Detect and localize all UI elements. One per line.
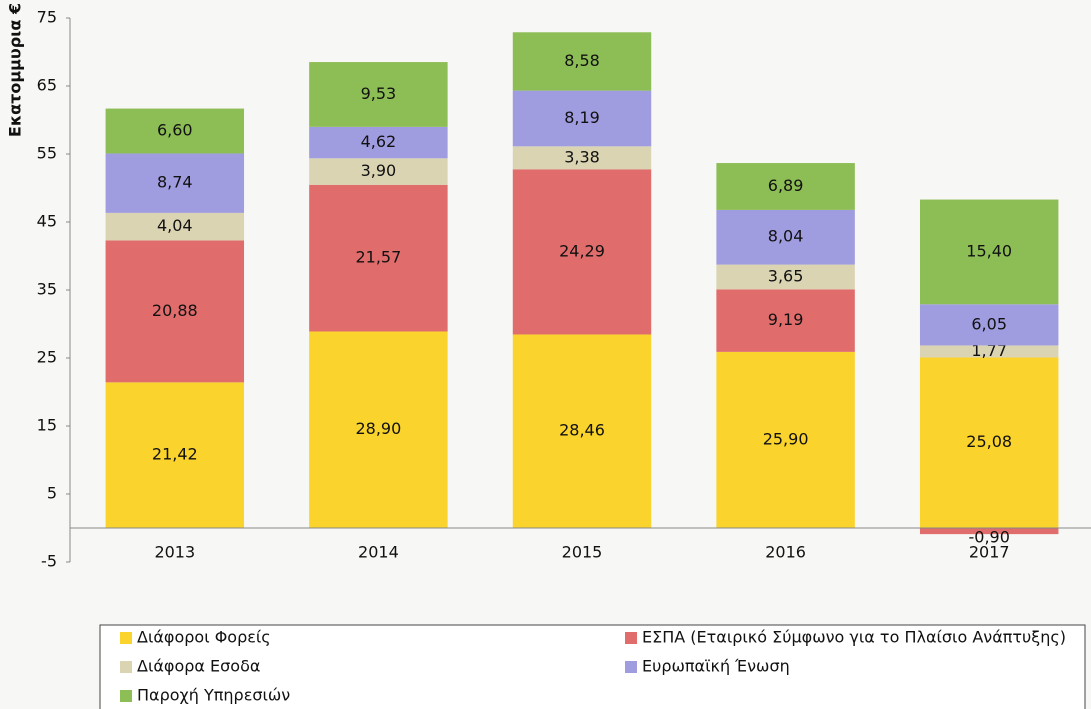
legend-swatch (120, 632, 132, 644)
value-label: 9,53 (361, 84, 397, 103)
value-label: 6,05 (971, 314, 1007, 333)
y-tick-label: 35 (37, 280, 57, 299)
value-label: 8,19 (564, 108, 600, 127)
value-label: 21,42 (152, 445, 198, 464)
legend-label: Παροχή Υπηρεσιών (137, 686, 290, 705)
y-tick-label: 5 (47, 484, 57, 503)
value-label: 3,65 (768, 266, 804, 285)
y-tick-label: 75 (37, 8, 57, 27)
value-label: 3,38 (564, 147, 600, 166)
value-label: 8,58 (564, 51, 600, 70)
value-label: 15,40 (966, 241, 1012, 260)
x-tick-label: 2016 (765, 543, 806, 562)
y-tick-label: 45 (37, 212, 57, 231)
legend-label: ΕΣΠΑ (Εταιρικό Σύμφωνο για το Πλαίσιο Αν… (642, 628, 1066, 647)
chart: Εκατομμυρια € -5 5 15 25 35 45 55 65 75 21,42 20,8… (0, 0, 1091, 709)
y-tick-label: 25 (37, 348, 57, 367)
legend-label: Διάφοροι Φορείς (137, 628, 271, 647)
value-label: 6,89 (768, 176, 804, 195)
value-label: 28,46 (559, 421, 605, 440)
value-label: 4,04 (157, 216, 193, 235)
y-tick-label: 15 (37, 416, 57, 435)
value-label: 24,29 (559, 241, 605, 260)
legend-swatch (120, 661, 132, 673)
value-label: 25,08 (966, 432, 1012, 451)
value-label: 8,74 (157, 173, 193, 192)
value-label: 20,88 (152, 301, 198, 320)
page: Εκατομμυρια € -5 5 15 25 35 45 55 65 75 21,42 20,8… (0, 0, 1091, 709)
value-label: 4,62 (361, 132, 397, 151)
x-tick-label: 2015 (562, 543, 603, 562)
legend-label: Ευρωπαϊκή Ένωση (642, 657, 790, 676)
y-axis-label: Εκατομμυρια € (6, 3, 25, 137)
value-label: 3,90 (361, 161, 397, 180)
value-label: 21,57 (355, 248, 401, 267)
value-label: 25,90 (763, 429, 809, 448)
value-label: 8,04 (768, 227, 804, 246)
x-tick-label: 2013 (154, 543, 195, 562)
legend-label: Διάφορα Εσοδα (137, 657, 260, 676)
legend-swatch (625, 661, 637, 673)
legend-swatch (120, 690, 132, 702)
y-tick-label: -5 (41, 552, 57, 571)
value-label: 6,60 (157, 121, 193, 140)
y-tick-label: 55 (37, 144, 57, 163)
value-label: 28,90 (355, 419, 401, 438)
x-tick-label: 2014 (358, 543, 399, 562)
legend-swatch (625, 632, 637, 644)
value-label: 9,19 (768, 310, 804, 329)
y-tick-label: 65 (37, 76, 57, 95)
x-tick-label: 2017 (969, 543, 1010, 562)
